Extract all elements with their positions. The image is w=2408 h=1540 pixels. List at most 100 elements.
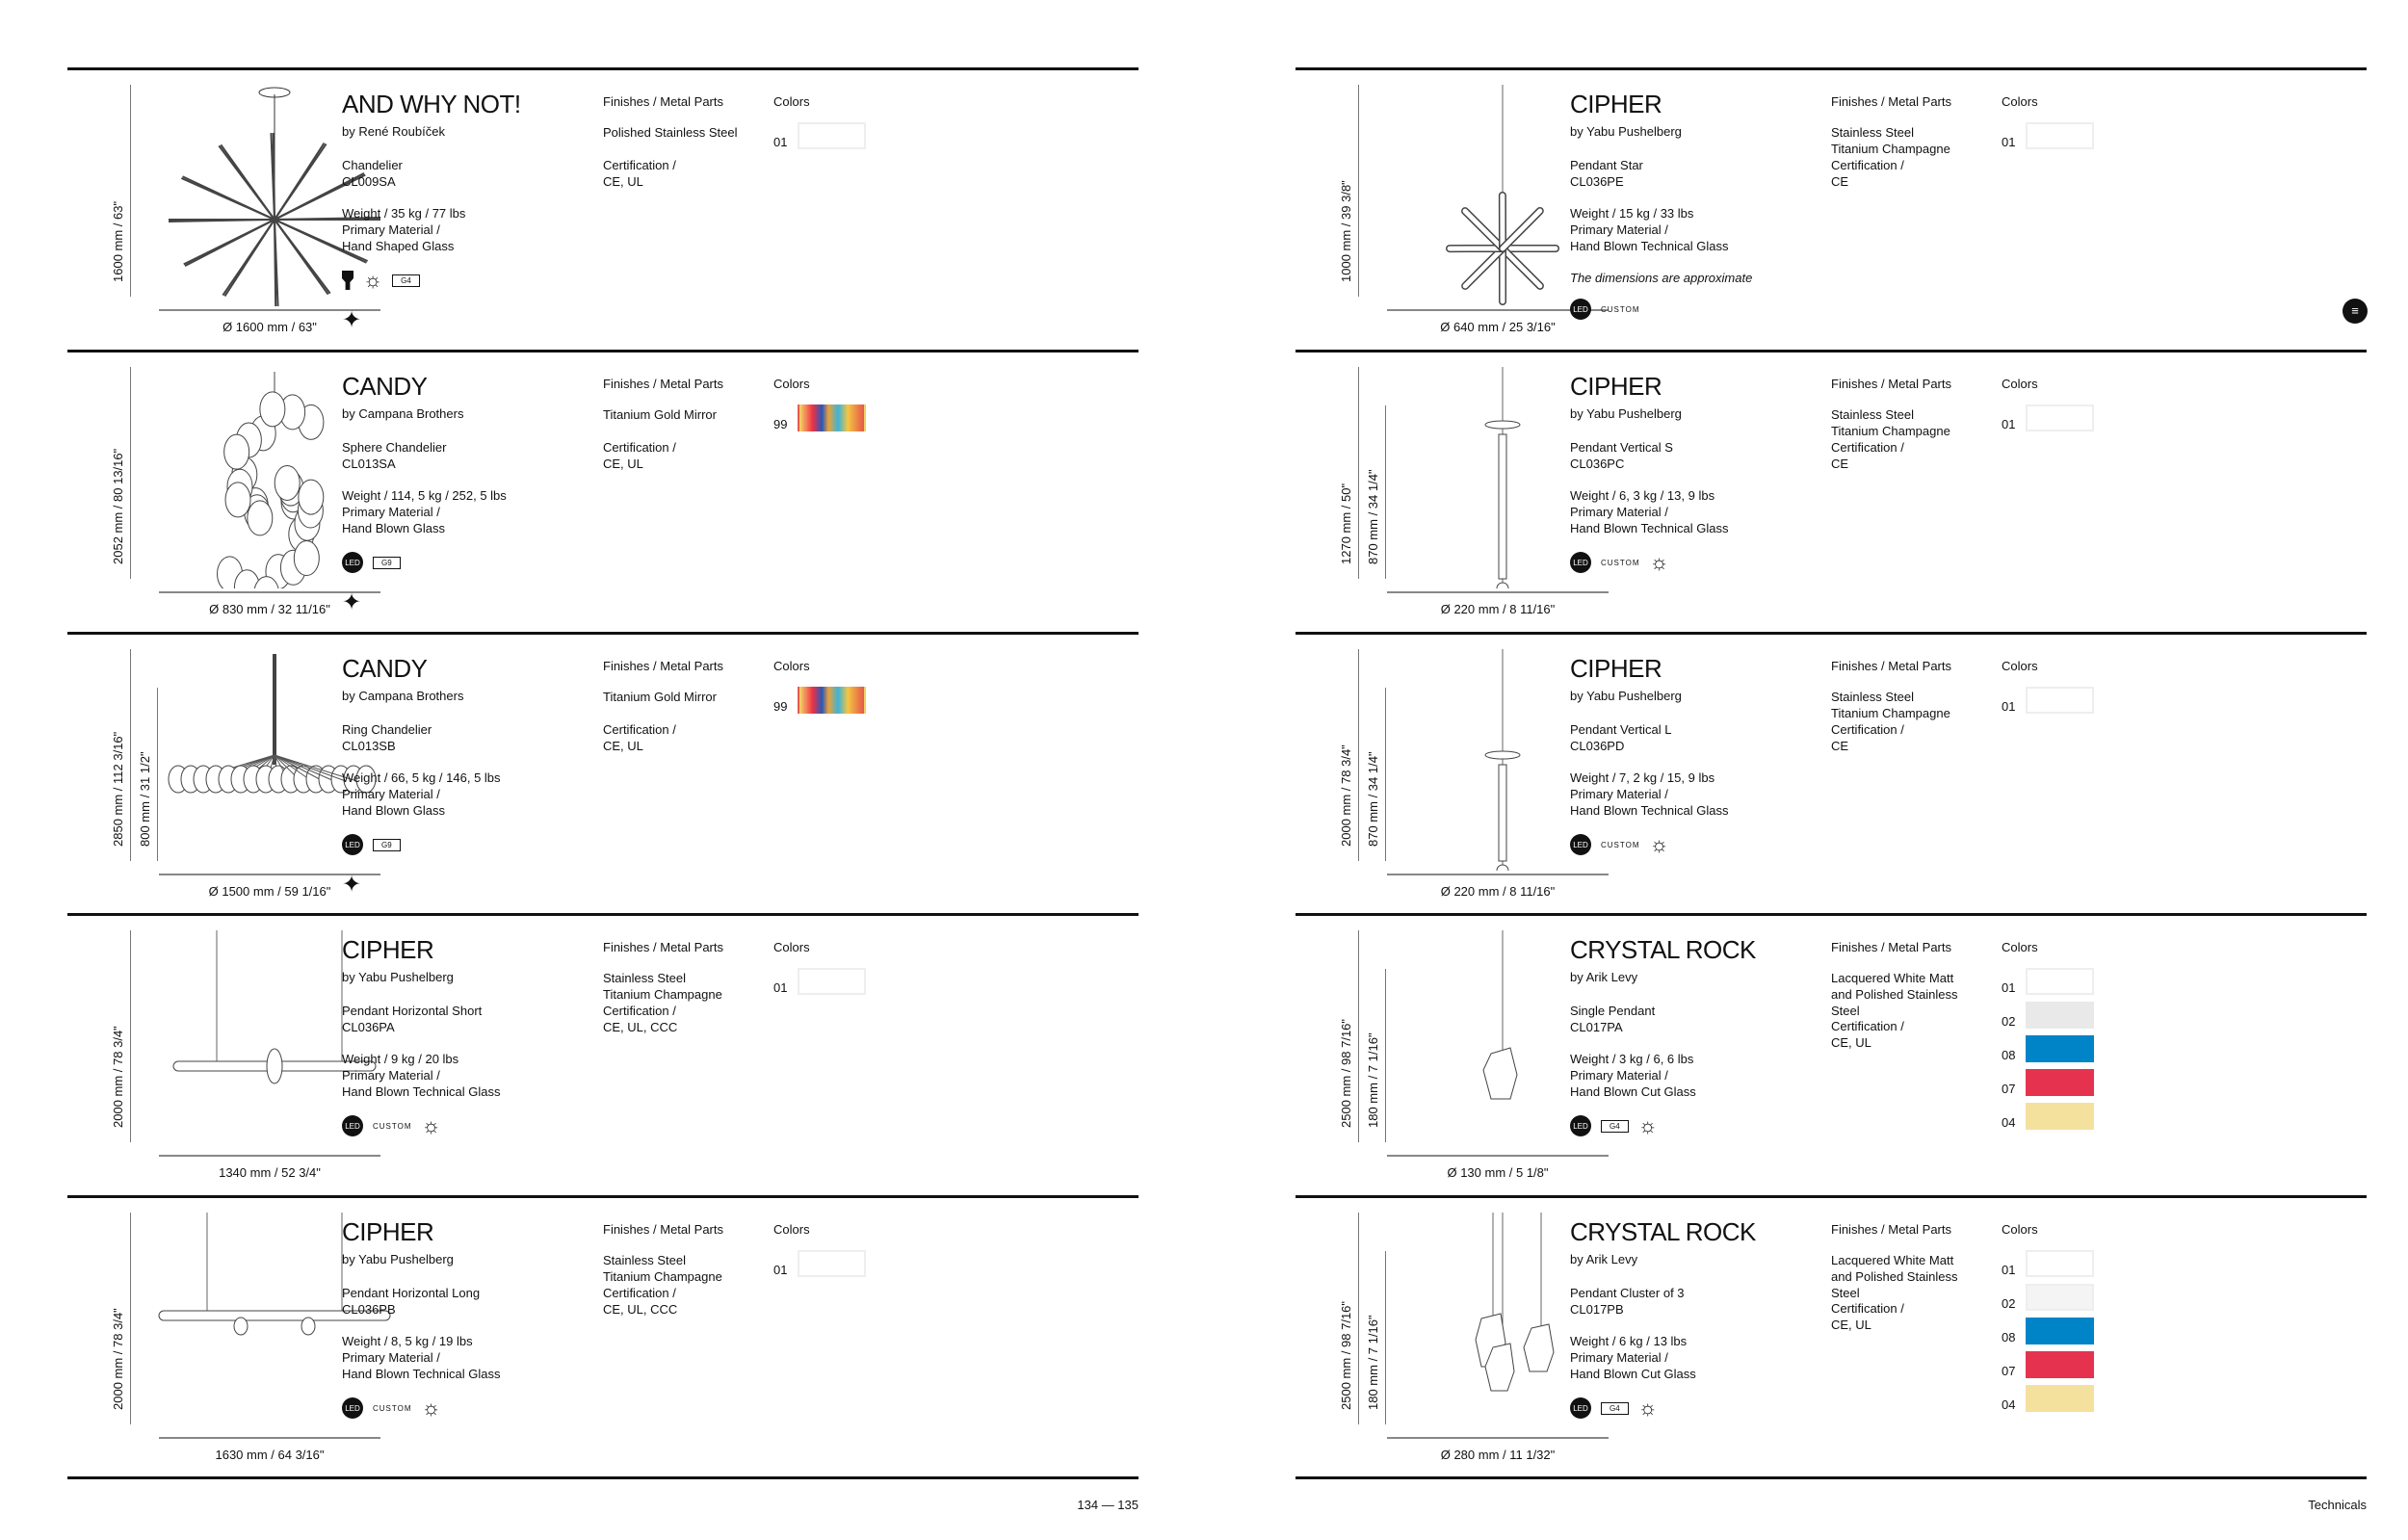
certification-label: Certification / [603, 722, 676, 737]
color-swatch[interactable] [2026, 687, 2094, 714]
product-row: 2000 mm / 78 3/4" 1630 mm / 64 3/16" CIPHE… [67, 1198, 1139, 1480]
color-swatch[interactable] [2026, 1351, 2094, 1378]
product-illustration [1482, 930, 1518, 1100]
color-code: 01 [2002, 417, 2016, 431]
compass-star-icon: ✦ [342, 589, 362, 615]
led-badge: LED [342, 552, 363, 573]
led-badge: LED [1570, 834, 1591, 855]
certification-value: CE, UL, CCC [603, 1302, 678, 1317]
divider [1296, 1476, 2367, 1479]
color-code: 08 [2002, 1048, 2016, 1062]
color-swatch[interactable] [2026, 1385, 2094, 1412]
finishes-label: Finishes / Metal Parts [1831, 94, 1951, 109]
color-swatch[interactable] [2026, 1250, 2094, 1277]
material-label: Primary Material / [1570, 222, 1668, 237]
colors-label: Colors [773, 94, 810, 109]
dimmer-icon: ☼ [421, 1396, 441, 1420]
compass-star-icon: ✦ [342, 872, 362, 898]
color-code: 07 [2002, 1364, 2016, 1378]
bulb-icon [342, 271, 353, 290]
product-weight: Weight / 15 kg / 33 lbs [1570, 206, 1694, 221]
color-code: 02 [2002, 1014, 2016, 1029]
diameter-dimension: Ø 280 mm / 11 1/32" [1440, 1448, 1556, 1462]
certification-value: CE, UL [603, 174, 643, 189]
finishes-label: Finishes / Metal Parts [1831, 377, 1951, 391]
socket-badge: G4 [1601, 1119, 1629, 1133]
color-swatch[interactable] [2026, 1002, 2094, 1029]
socket-badge: G9 [373, 838, 401, 851]
product-designer: by Yabu Pushelberg [342, 1252, 454, 1266]
color-swatch[interactable] [798, 405, 866, 431]
color-swatch[interactable] [2026, 405, 2094, 431]
color-swatch[interactable] [798, 1250, 866, 1277]
finish-value: Stainless Steel [603, 971, 686, 985]
led-badge: LED [342, 834, 363, 855]
product-name: CIPHER [1570, 90, 1662, 118]
finish-value: Steel [1831, 1004, 1860, 1018]
diameter-line [159, 309, 380, 311]
product-weight: Weight / 66, 5 kg / 146, 5 lbs [342, 770, 501, 785]
colors-label: Colors [773, 377, 810, 391]
color-code: 99 [773, 699, 788, 714]
color-swatch[interactable] [2026, 1284, 2094, 1311]
color-swatch[interactable] [2026, 1103, 2094, 1130]
color-swatch[interactable] [2026, 1035, 2094, 1062]
color-code: 08 [2002, 1330, 2016, 1344]
product-code: CL036PB [342, 1302, 396, 1317]
color-swatch[interactable] [798, 968, 866, 995]
diameter-line [1387, 1155, 1609, 1157]
product-name: CIPHER [342, 1217, 434, 1246]
color-swatch[interactable] [2026, 122, 2094, 149]
finish-value: Lacquered White Matt [1831, 971, 1954, 985]
divider [67, 350, 1139, 352]
finishes-label: Finishes / Metal Parts [1831, 1222, 1951, 1237]
certification-value: CE [1831, 457, 1849, 471]
color-swatch[interactable] [798, 122, 866, 149]
spec-icons: LED G9 [342, 833, 401, 856]
color-swatch[interactable] [2026, 968, 2094, 995]
diameter-dimension: Ø 220 mm / 8 11/16" [1440, 884, 1556, 899]
chat-icon[interactable]: ≡ [2343, 299, 2368, 324]
socket-badge: G4 [392, 274, 420, 287]
diameter-dimension: 1340 mm / 52 3/4" [219, 1165, 321, 1180]
certification-label: Certification / [603, 1286, 676, 1300]
finish-value: Titanium Champagne [603, 987, 722, 1002]
finish-value: and Polished Stainless [1831, 987, 1958, 1002]
product-row: 1600 mm / 63" Ø 1600 mm / 63" AND WHY NOT!… [67, 70, 1139, 352]
product-weight: Weight / 35 kg / 77 lbs [342, 206, 466, 221]
certification-value: CE, UL, CCC [603, 1020, 678, 1034]
product-material: Hand Blown Glass [342, 521, 445, 535]
height-dimension-line [1385, 969, 1386, 1142]
height-dimension: 180 mm / 7 1/16" [1366, 1032, 1380, 1128]
dimmer-icon: ☼ [363, 268, 383, 292]
height-dimension-line [1358, 1213, 1359, 1424]
product-type: Pendant Cluster of 3 [1570, 1286, 1685, 1300]
led-badge: LED [342, 1397, 363, 1419]
height-dimension: 2500 mm / 98 7/16" [1339, 1300, 1353, 1410]
certification-label: Certification / [603, 440, 676, 455]
product-illustration [1484, 649, 1521, 871]
dimmer-icon: ☼ [1649, 550, 1669, 574]
colors-label: Colors [2002, 659, 2038, 673]
dimmer-icon: ☼ [1649, 832, 1669, 856]
color-swatch[interactable] [2026, 1069, 2094, 1096]
product-name: CRYSTAL ROCK [1570, 1217, 1756, 1246]
custom-label: CUSTOM [373, 1403, 412, 1413]
product-code: CL017PB [1570, 1302, 1624, 1317]
product-type: Single Pendant [1570, 1004, 1656, 1018]
height-dimension: 2850 mm / 112 3/16" [111, 731, 125, 847]
custom-label: CUSTOM [1601, 558, 1640, 567]
product-weight: Weight / 6 kg / 13 lbs [1570, 1334, 1688, 1348]
divider [1296, 67, 2367, 70]
material-label: Primary Material / [1570, 505, 1668, 519]
material-label: Primary Material / [342, 505, 440, 519]
diameter-line [1387, 1437, 1609, 1439]
product-row: 2052 mm / 80 13/16" Ø 830 mm / 32 11/16" C… [67, 352, 1139, 635]
color-swatch[interactable] [2026, 1318, 2094, 1344]
finish-value: Stainless Steel [1831, 690, 1914, 704]
certification-label: Certification / [1831, 440, 1904, 455]
color-swatch[interactable] [798, 687, 866, 714]
divider [1296, 1195, 2367, 1198]
product-weight: Weight / 8, 5 kg / 19 lbs [342, 1334, 473, 1348]
certification-value: CE [1831, 739, 1849, 753]
